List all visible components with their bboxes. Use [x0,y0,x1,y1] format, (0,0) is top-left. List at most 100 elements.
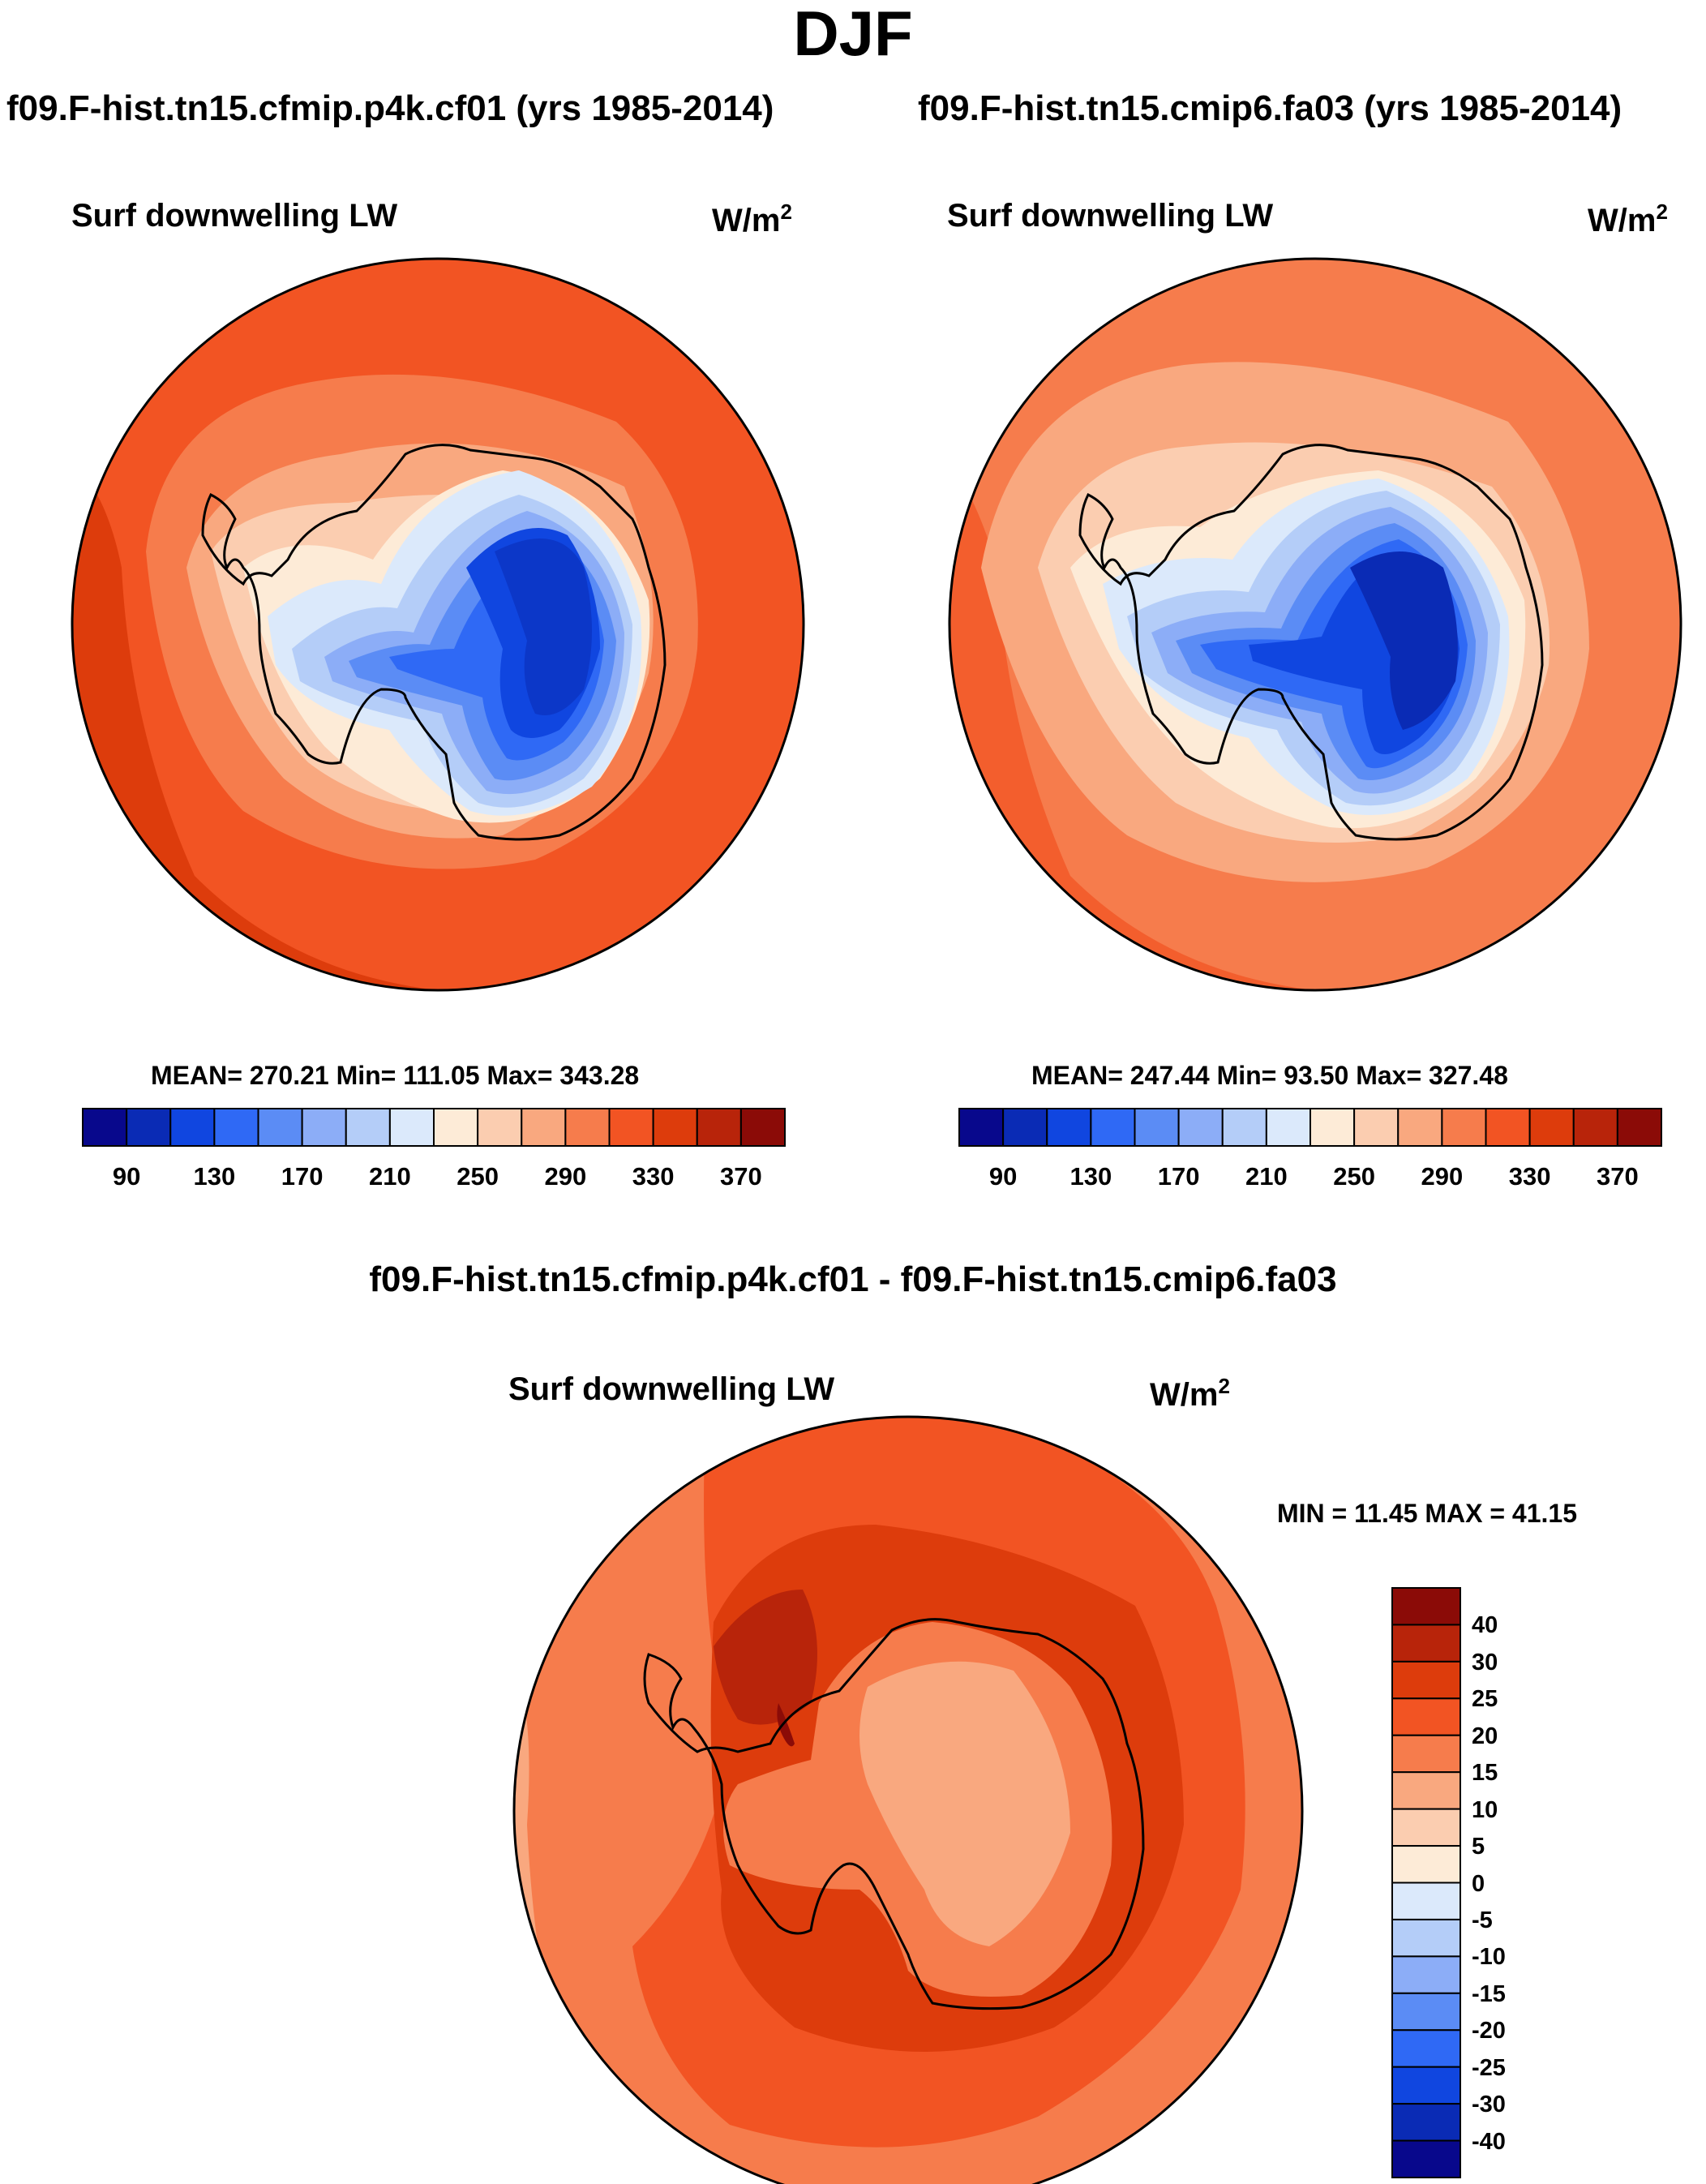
panel1-colorbar-swatch [433,1108,479,1147]
diff-colorbar-tick-label: 5 [1472,1834,1485,1860]
diff-colorbar-tick-label: -20 [1472,2018,1506,2045]
panel1-field-min [495,538,592,715]
panel1-field-warm-rim [72,454,438,990]
diff-colorbar-swatch [1391,1734,1461,1774]
panel1-colorbar-swatch [696,1108,742,1147]
diff-variable-label: Surf downwelling LW [508,1371,835,1407]
diff-map-border [512,1415,1304,2184]
diff-colorbar-swatch [1391,1587,1461,1626]
panel1-colorbar-swatch [564,1108,611,1147]
panel2-colorbar-swatch [1310,1108,1356,1147]
panel1-colorbar-swatch [388,1108,435,1147]
panel1-run-title: f09.F-hist.tn15.cfmip.p4k.cf01 (yrs 1985… [6,88,774,128]
panel2-colorbar-tick-label: 370 [1597,1162,1639,1191]
panel2-stats: MEAN= 247.44 Min= 93.50 Max= 327.48 [1031,1061,1508,1090]
diff-colorbar-swatch [1391,1624,1461,1663]
diff-colorbar-tick-label: 20 [1472,1723,1498,1749]
panel1-colorbar-tick-label: 330 [632,1162,675,1191]
panel1-colorbar-swatch [608,1108,654,1147]
diff-field-peninsula-max [714,1590,817,1725]
diff-colorbar-swatch [1391,1771,1461,1810]
diff-colorbar-swatch [1391,2029,1461,2068]
panel2-colorbar-swatch [1177,1108,1224,1147]
panel2-colorbar-swatch [1485,1108,1531,1147]
panel2-units: W/m2 [1588,200,1668,238]
diff-colorbar-tick-label: 15 [1472,1760,1498,1787]
panel2-colorbar-tick-label: 290 [1421,1162,1464,1191]
diff-units: W/m2 [1150,1374,1230,1413]
panel2-colorbar-tick-label: 250 [1333,1162,1375,1191]
diff-colorbar-tick-label: -25 [1472,2054,1506,2081]
diff-colorbar-tick-label: 30 [1472,1649,1498,1676]
diff-colorbar-swatch [1391,1660,1461,1700]
panel1-colorbar-swatch [257,1108,303,1147]
panel2-colorbar-swatch [1397,1108,1443,1147]
panel2-colorbar-tick-label: 170 [1157,1162,1200,1191]
panel1-colorbar-swatch [477,1108,523,1147]
panel1-variable-label: Surf downwelling LW [71,198,398,234]
panel2-colorbar-swatch [1572,1108,1618,1147]
panel2-coastline [1078,444,1544,841]
panel2-colorbar-swatch [1090,1108,1136,1147]
panel2-colorbar-tick-label: 90 [988,1162,1018,1191]
diff-colorbar-tick-label: -40 [1472,2128,1506,2155]
panel1-colorbar-tick-label: 250 [457,1162,499,1191]
season-title: DJF [793,0,913,69]
diff-colorbar-swatch [1391,2066,1461,2105]
panel2-colorbar-tick-label: 210 [1245,1162,1288,1191]
panel2-colorbar-swatch [1265,1108,1311,1147]
panel2-run-title: f09.F-hist.tn15.cmip6.fa03 (yrs 1985-201… [918,88,1622,128]
diff-colorbar-tick-label: 40 [1472,1612,1498,1639]
panel2-colorbar-tick-label: 330 [1508,1162,1551,1191]
diff-field-peak [777,1703,795,1747]
panel2-colorbar-swatch [1002,1108,1048,1147]
diff-colorbar-tick-label: 25 [1472,1686,1498,1713]
diff-title: f09.F-hist.tn15.cfmip.p4k.cf01 - f09.F-h… [369,1259,1337,1299]
panel1-colorbar-swatch [169,1108,216,1147]
panel2-colorbar-swatch [958,1108,1005,1147]
diff-colorbar-swatch [1391,1808,1461,1847]
panel1-colorbar-tick-label: 130 [193,1162,236,1191]
panel2-colorbar-tick-label: 130 [1069,1162,1112,1191]
panel2-colorbar-swatch [1221,1108,1267,1147]
panel1-map-border [71,257,805,992]
panel2-colorbar-swatch [1616,1108,1662,1147]
panel1-colorbar [82,1108,786,1147]
panel1-colorbar-swatch [521,1108,567,1147]
diff-field-continent-core [859,1661,1070,1946]
panel1-colorbar-tick-label: 170 [281,1162,324,1191]
panel2-colorbar-swatch [1528,1108,1575,1147]
diff-colorbar-tick-label: -5 [1472,1907,1493,1933]
diff-colorbar-tick-label: -30 [1472,2092,1506,2118]
panel1-coastline [201,444,667,841]
diff-colorbar-tick-label: 0 [1472,1870,1485,1897]
diff-colorbar-tick-label: 10 [1472,1796,1498,1823]
panel2-map-border [948,257,1682,992]
panel1-colorbar-tick-label: 290 [544,1162,587,1191]
panel1-colorbar-tick-label: 370 [720,1162,762,1191]
panel2-colorbar-swatch [1353,1108,1400,1147]
panel1-colorbar-tick-label: 210 [369,1162,411,1191]
panel1-colorbar-swatch [213,1108,259,1147]
panel1-stats: MEAN= 270.21 Min= 111.05 Max= 343.28 [151,1061,640,1090]
diff-colorbar [1391,1587,1461,2178]
panel2-variable-label: Surf downwelling LW [947,198,1274,234]
diff-colorbar-swatch [1391,1882,1461,1920]
panel1-colorbar-swatch [652,1108,698,1147]
panel2-field-band-110 [1350,551,1458,730]
panel2-colorbar [958,1108,1662,1147]
diff-colorbar-tick-label: -10 [1472,1944,1506,1971]
panel1-colorbar-tick-label: 90 [112,1162,141,1191]
panel1-colorbar-swatch [82,1108,128,1147]
panel2-field-warm-rim [949,454,1315,990]
diff-stats: MIN = 11.45 MAX = 41.15 [1277,1499,1577,1528]
diff-colorbar-tick-label: -15 [1472,1980,1506,2007]
panel1-colorbar-swatch [739,1108,786,1147]
panel1-colorbar-swatch [345,1108,391,1147]
diff-colorbar-swatch [1391,1918,1461,1958]
panel2-colorbar-swatch [1441,1108,1487,1147]
panel1-colorbar-swatch [126,1108,172,1147]
diff-colorbar-swatch [1391,1845,1461,1884]
diff-colorbar-swatch [1391,1992,1461,2032]
